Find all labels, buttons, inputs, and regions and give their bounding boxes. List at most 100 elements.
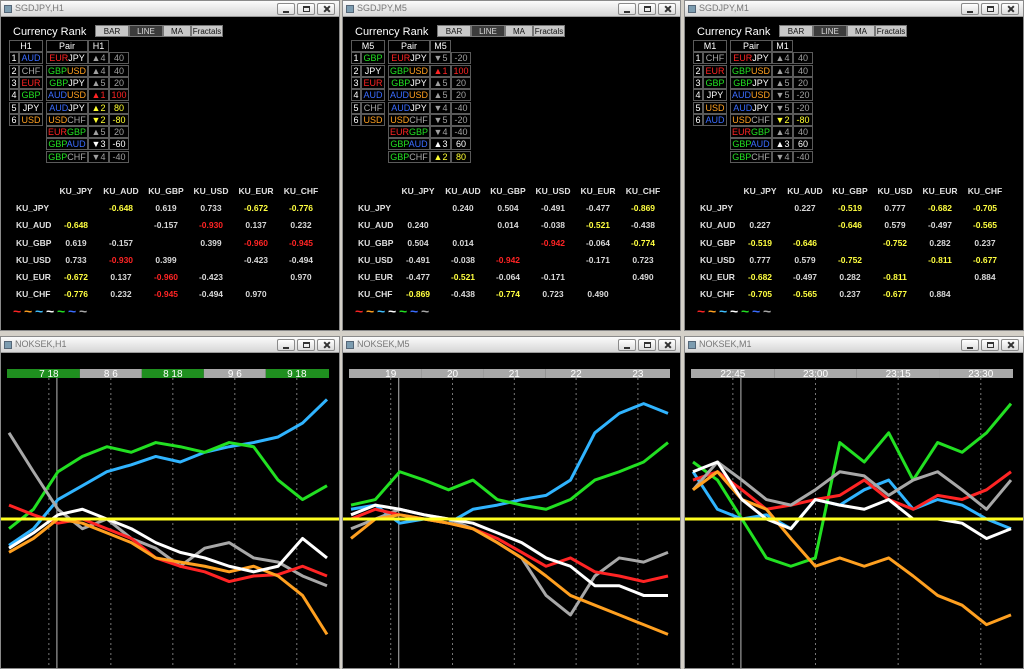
pair-cell: AUDUSD (730, 89, 772, 102)
close-button[interactable] (317, 3, 335, 15)
matrix-cell: -0.064 (495, 272, 521, 282)
pair-quote: JPY (410, 77, 427, 88)
rank-number: 3 (693, 76, 703, 89)
pair-base: GBP (49, 77, 69, 88)
pair-base: EUR (733, 53, 753, 64)
minimize-button[interactable] (277, 339, 295, 351)
panel-heading: Currency Rank (697, 26, 771, 38)
maximize-icon (644, 342, 651, 348)
pair-quote: USD (751, 90, 771, 101)
maximize-button[interactable] (638, 3, 656, 15)
mode-button[interactable]: LINE (471, 25, 505, 37)
pair-cell: EURJPY (46, 52, 88, 65)
matrix-cell: -0.672 (243, 203, 269, 214)
minimize-button[interactable] (961, 339, 979, 351)
rank-number: 5 (9, 101, 19, 114)
pair-cell: USDCHF (388, 113, 430, 126)
matrix-cell: -0.565 (972, 220, 998, 231)
mode-button[interactable]: LINE (813, 25, 847, 37)
maximize-button[interactable] (297, 339, 315, 351)
pair-value: 20 (109, 76, 129, 89)
maximize-button[interactable] (297, 3, 315, 15)
mode-button[interactable]: BAR (95, 25, 129, 37)
pair-base: AUD (733, 102, 753, 113)
matrix-cell: 0.579 (884, 220, 906, 231)
pair-cell: AUDUSD (388, 89, 430, 102)
mode-button[interactable]: Fractals (533, 25, 565, 37)
pair-rank: ▲1 (430, 64, 451, 77)
matrix-column-header: KU_AUD (445, 186, 481, 196)
legend-symbol: ~ (741, 303, 750, 319)
time-bar (483, 369, 546, 378)
maximize-button[interactable] (638, 339, 656, 351)
matrix-column-header: KU_AUD (787, 186, 823, 196)
rank-number: 2 (9, 64, 19, 77)
minimize-button[interactable] (618, 3, 636, 15)
pair-cell: AUDJPY (46, 101, 88, 114)
mode-button[interactable]: LINE (129, 25, 163, 37)
time-label: 8 6 (104, 369, 118, 380)
rank-number: 4 (9, 89, 19, 102)
matrix-column-header: KU_EUR (238, 186, 274, 196)
matrix-row-label: KU_EUR (700, 272, 735, 282)
series-line (350, 441, 669, 511)
rank-number: 2 (351, 64, 361, 77)
maximize-button[interactable] (981, 339, 999, 351)
matrix-cell: -0.497 (927, 220, 953, 231)
pair-rank: ▼5 (430, 52, 451, 65)
matrix-cell: -0.752 (882, 237, 908, 248)
matrix-cell: 0.884 (929, 289, 951, 300)
minimize-button[interactable] (618, 339, 636, 351)
window: NOKSEK,M5 19 20 21 22 23 (342, 336, 681, 669)
minimize-button[interactable] (961, 3, 979, 15)
mode-button[interactable]: BAR (779, 25, 813, 37)
mode-button[interactable]: Fractals (875, 25, 907, 37)
matrix-cell: 0.884 (974, 272, 996, 282)
pair-base: AUD (389, 90, 409, 101)
matrix-cell: -0.519 (837, 203, 863, 214)
maximize-button[interactable] (981, 3, 999, 15)
pair-cell: GBPUSD (388, 64, 430, 77)
mode-button[interactable]: BAR (437, 25, 471, 37)
window-icon (688, 341, 696, 349)
pair-base: GBP (391, 77, 411, 88)
matrix-cell: 0.970 (290, 272, 312, 282)
time-label: 23:15 (886, 369, 911, 380)
matrix-column-header: KU_CHF (625, 186, 661, 196)
window-icon (346, 5, 354, 13)
matrix-row-label: KU_CHF (700, 289, 735, 300)
window: NOKSEK,M1 22:45 23:00 23:15 23:30 (684, 336, 1024, 669)
mode-button[interactable]: MA (847, 25, 875, 37)
close-button[interactable] (658, 339, 676, 351)
time-label: 9 18 (287, 369, 307, 380)
matrix-cell: -0.157 (153, 220, 179, 231)
matrix-column-header: KU_JPY (59, 186, 93, 196)
time-bar (774, 369, 857, 378)
close-button[interactable] (317, 339, 335, 351)
pair-base: USD (390, 114, 410, 125)
pair-cell: EURJPY (388, 52, 430, 65)
pair-value: -20 (793, 89, 813, 102)
close-button[interactable] (1001, 339, 1019, 351)
matrix-cell: -0.774 (630, 237, 656, 248)
minimize-icon (624, 347, 630, 349)
legend-symbol: ~ (68, 303, 77, 319)
matrix-row-label: KU_JPY (700, 203, 734, 214)
matrix-cell: -0.477 (585, 203, 611, 214)
pair-cell: EURGBP (46, 126, 88, 139)
matrix-row-label: KU_AUD (358, 220, 394, 231)
time-bar (421, 369, 484, 378)
rank-number: 1 (351, 52, 361, 65)
close-button[interactable] (658, 3, 676, 15)
legend-symbol: ~ (13, 303, 22, 319)
mode-button[interactable]: MA (163, 25, 191, 37)
minimize-button[interactable] (277, 3, 295, 15)
rank-currency: GBP (361, 52, 385, 65)
matrix-row-label: KU_USD (16, 254, 51, 265)
close-button[interactable] (1001, 3, 1019, 15)
pair-base: GBP (47, 65, 67, 76)
mode-button[interactable]: Fractals (191, 25, 223, 37)
matrix-cell: -0.682 (747, 272, 773, 282)
rank-currency: JPY (703, 89, 727, 102)
mode-button[interactable]: MA (505, 25, 533, 37)
